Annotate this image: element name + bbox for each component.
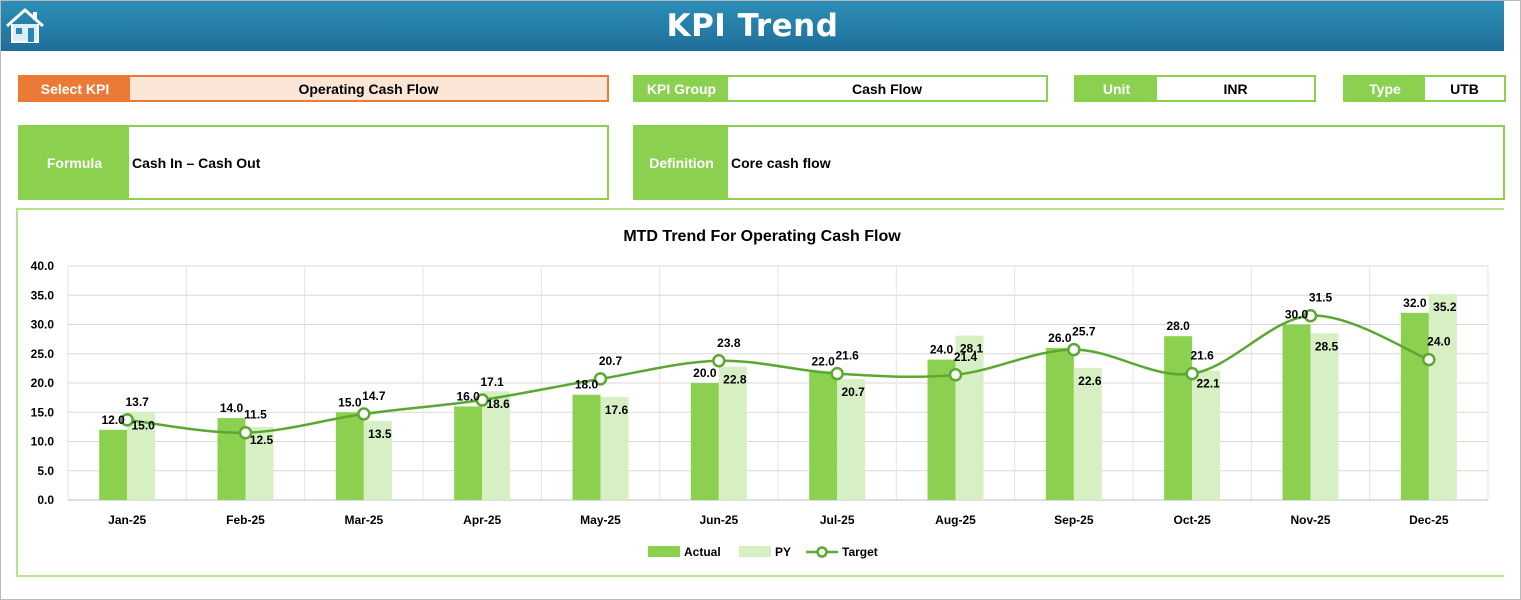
home-icon[interactable] bbox=[4, 6, 46, 46]
formula-label: Formula bbox=[20, 127, 129, 198]
kpi-group-field: KPI Group Cash Flow bbox=[633, 75, 1048, 102]
unit-label: Unit bbox=[1076, 77, 1157, 100]
select-kpi-field[interactable]: Select KPI Operating Cash Flow bbox=[18, 75, 609, 102]
page-title: KPI Trend bbox=[666, 8, 839, 44]
unit-field: Unit INR bbox=[1074, 75, 1316, 102]
select-kpi-label: Select KPI bbox=[20, 77, 130, 100]
unit-value: INR bbox=[1223, 80, 1248, 97]
chart-container bbox=[16, 208, 1504, 577]
header-bar: KPI Trend bbox=[1, 1, 1504, 51]
kpi-group-value: Cash Flow bbox=[851, 80, 922, 97]
type-field: Type UTB bbox=[1343, 75, 1506, 102]
definition-value: Core cash flow bbox=[731, 154, 831, 171]
type-value: UTB bbox=[1450, 80, 1479, 97]
formula-field: Formula Cash In – Cash Out bbox=[18, 125, 609, 200]
formula-value: Cash In – Cash Out bbox=[132, 154, 261, 171]
type-label: Type bbox=[1345, 77, 1425, 100]
definition-field: Definition Core cash flow bbox=[633, 125, 1505, 200]
kpi-group-label: KPI Group bbox=[635, 77, 728, 100]
definition-label: Definition bbox=[635, 127, 728, 198]
select-kpi-value[interactable]: Operating Cash Flow bbox=[130, 77, 607, 100]
